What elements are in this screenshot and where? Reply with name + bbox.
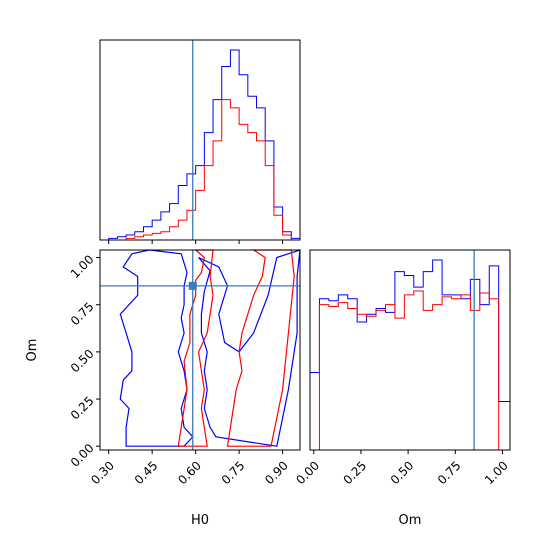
h0-histogram-series [100, 49, 301, 241]
om-histogram-panel: 0.00 0.25 0.50 0.75 1.00 Om [293, 249, 511, 528]
x-axis-label-om: Om [399, 513, 422, 528]
h0-hist-series-red [100, 99, 300, 241]
contour-blue-outer [119, 249, 194, 447]
contour-y-tick-label-4: 1.00 [68, 252, 97, 281]
contour-red-inner [226, 249, 295, 447]
om-histogram-series [309, 259, 511, 451]
om-hist-x-tick-label-2: 0.50 [388, 458, 417, 487]
om-hist-series-blue [309, 259, 511, 450]
om-hist-x-tick-label-3: 0.75 [435, 458, 464, 487]
h0-hist-series-blue [100, 49, 301, 241]
h0-histogram-ticks [108, 240, 284, 244]
contour-frame [99, 249, 301, 451]
contour-y-tick-label-3: 0.75 [68, 299, 97, 328]
contour-x-tick-label-0: 0.30 [88, 458, 117, 487]
om-hist-series-red [310, 290, 510, 451]
contour-y-tick-label-2: 0.50 [68, 347, 97, 376]
om-hist-x-tick-label-1: 0.25 [340, 458, 369, 487]
x-axis-label-h0: H0 [191, 513, 209, 528]
contour-x-tick-label-2: 0.60 [175, 458, 204, 487]
om-histogram-frame [309, 249, 511, 451]
contour-y-ticks: 0.00 0.25 0.50 0.75 1.00 [68, 252, 100, 470]
contour-blue-inner [198, 249, 301, 447]
contour-y-tick-label-0: 0.00 [68, 441, 97, 470]
om-hist-x-tick-label-4: 1.00 [482, 458, 511, 487]
y-axis-label-om: Om [25, 339, 40, 362]
om-hist-x-tick-label-0: 0.00 [293, 458, 322, 487]
contour-panel: 0.30 0.45 0.60 0.75 0.90 0.00 0.25 0.50 0.75 1.0… [25, 249, 301, 528]
contour-x-tick-label-4: 0.90 [262, 458, 291, 487]
contour-x-ticks: 0.30 0.45 0.60 0.75 0.90 [88, 450, 291, 487]
om-histogram-x-ticks: 0.00 0.25 0.50 0.75 1.00 [293, 450, 511, 487]
contour-y-tick-label-1: 0.25 [68, 394, 97, 423]
h0-histogram-frame [99, 39, 301, 241]
h0-histogram-panel [99, 39, 301, 244]
contour-paths [119, 249, 301, 447]
contour-truth-marker [188, 281, 197, 290]
contour-x-tick-label-3: 0.75 [219, 458, 248, 487]
contour-x-tick-label-1: 0.45 [132, 458, 161, 487]
